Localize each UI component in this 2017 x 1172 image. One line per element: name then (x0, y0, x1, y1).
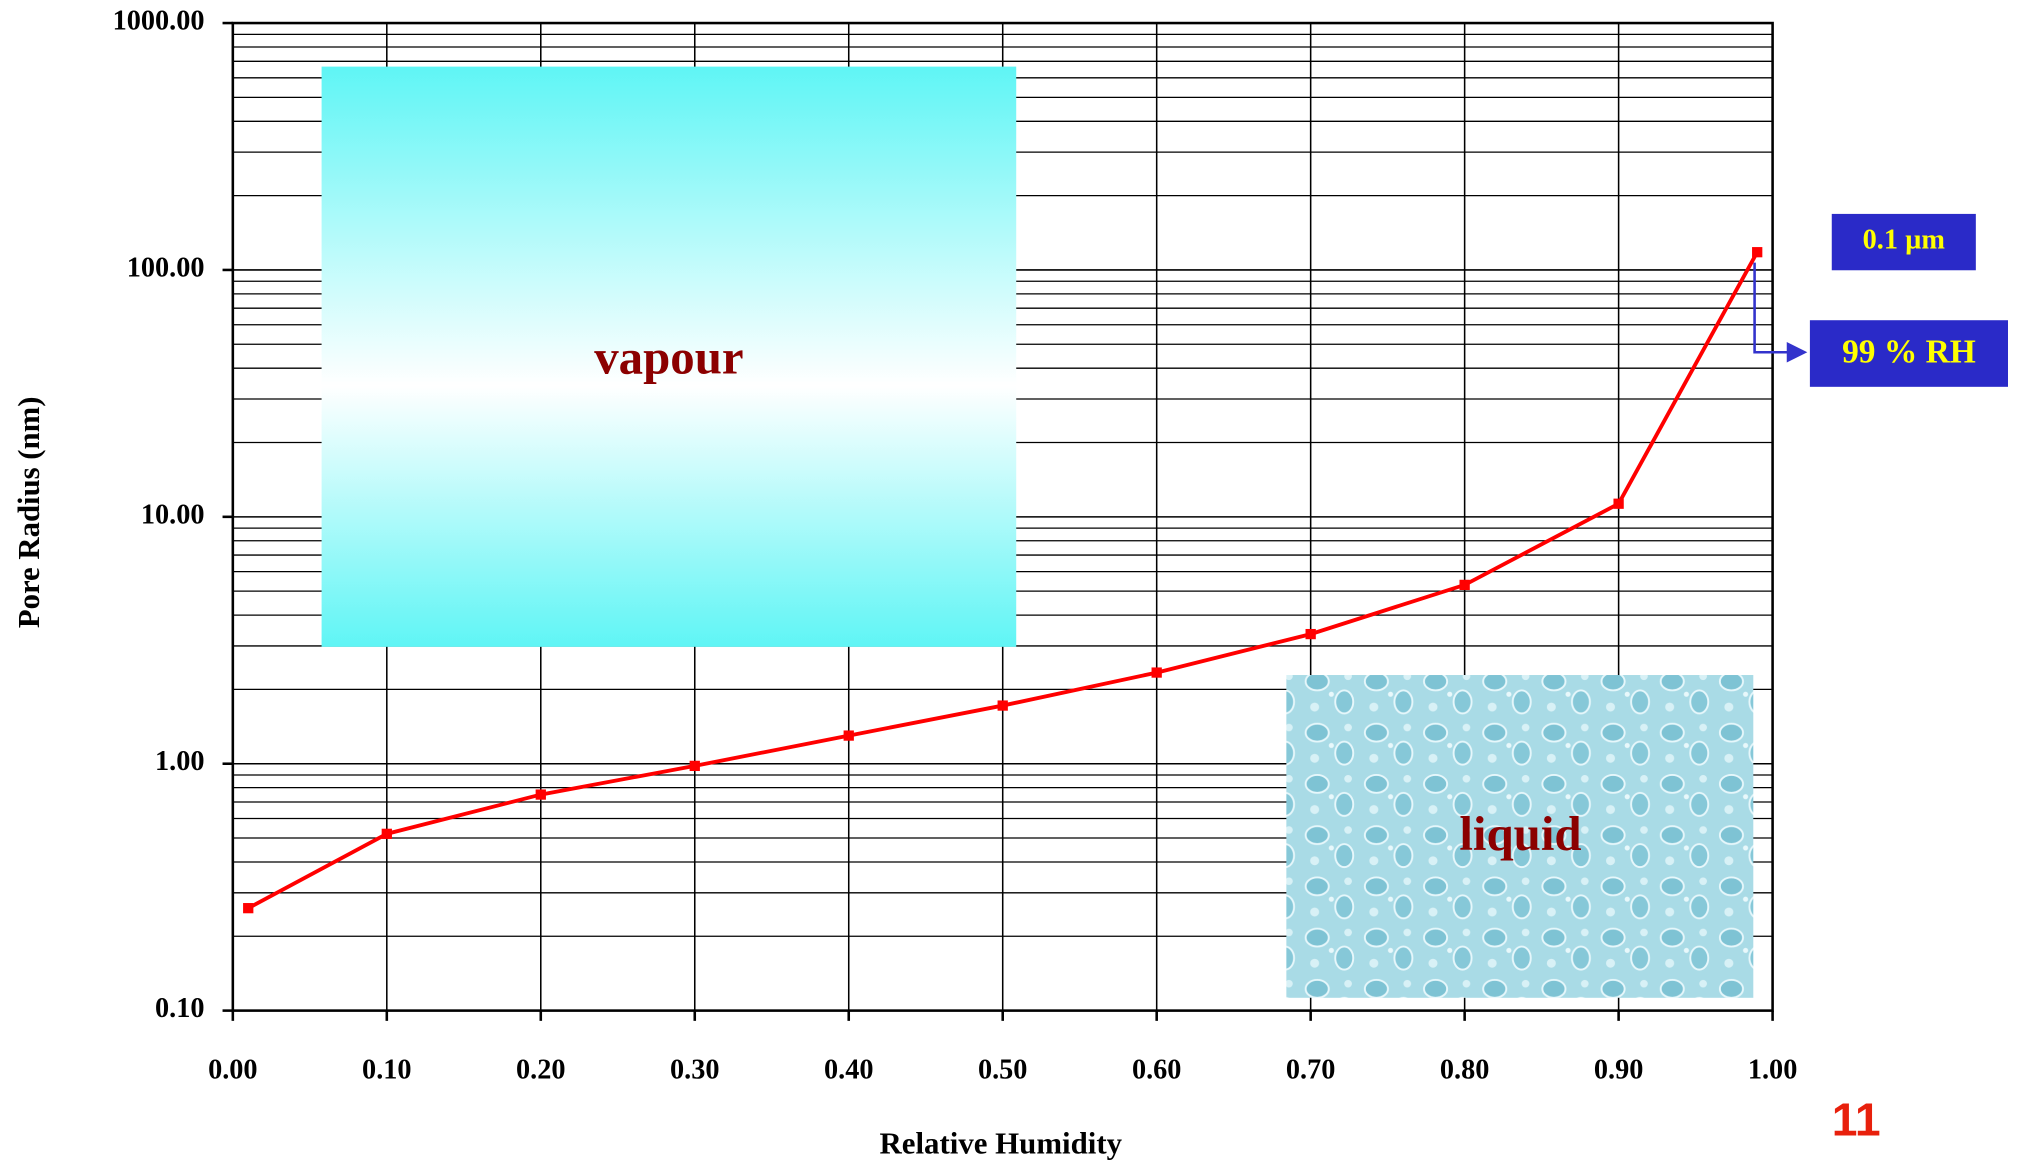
point (1305, 628, 1316, 640)
vapour-label: vapour (594, 331, 743, 385)
size-box (1831, 213, 1976, 271)
liquid-label: liquid (1459, 807, 1581, 861)
y-axis-title: Pore Radius (nm) (12, 397, 46, 629)
rh-box (1809, 320, 2008, 387)
x-axis-title: Relative Humidity (879, 1126, 1122, 1160)
size-label: 0.1 µm (1863, 225, 1946, 256)
point (689, 760, 700, 772)
vapour-box (321, 66, 1017, 647)
x-tick-label: 0.50 (978, 1055, 1027, 1086)
y-tick-label: 1.00 (155, 746, 204, 777)
x-tick-label: 0.00 (208, 1055, 257, 1086)
point (535, 789, 546, 800)
x-tick-label: 0.30 (670, 1055, 719, 1086)
x-tick-label: 0.10 (362, 1055, 411, 1086)
x-tick-label: 0.90 (1594, 1055, 1643, 1086)
x-tick-label: 0.80 (1440, 1055, 1489, 1086)
x-tick-label: 1.00 (1748, 1055, 1797, 1086)
point (243, 903, 254, 914)
x-tick-label: 0.20 (516, 1055, 565, 1086)
y-tick-label: 0.10 (155, 993, 204, 1024)
x-tick-label: 0.40 (824, 1055, 873, 1086)
point (1151, 667, 1162, 678)
arrow (1753, 262, 1808, 363)
y-tick-label: 100.00 (127, 252, 205, 283)
x-tick-label: 0.60 (1132, 1055, 1181, 1086)
page-number: 11 (1832, 1094, 1881, 1146)
x-tick-label: 0.70 (1286, 1055, 1335, 1086)
point (997, 700, 1008, 711)
y-tick-label: 1000.00 (113, 6, 205, 37)
liquid-box (1286, 675, 1754, 998)
point (381, 828, 392, 839)
point (843, 730, 854, 741)
rh-label: 99 % RH (1842, 334, 1976, 371)
point (1613, 498, 1624, 509)
point (1459, 579, 1470, 591)
y-tick-label: 10.00 (141, 499, 205, 530)
point (1752, 247, 1763, 258)
